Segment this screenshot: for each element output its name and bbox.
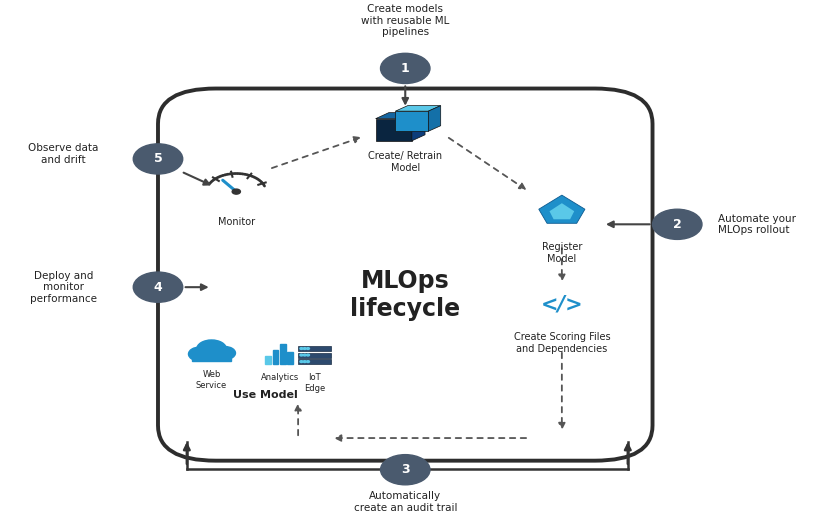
Bar <box>192 353 232 361</box>
Circle shape <box>304 361 306 363</box>
Circle shape <box>380 53 430 84</box>
Text: Create models
with reusable ML
pipelines: Create models with reusable ML pipelines <box>361 4 449 37</box>
Text: Web
Service: Web Service <box>196 370 227 390</box>
Text: </>: </> <box>541 295 583 315</box>
Circle shape <box>653 209 702 239</box>
Bar <box>280 344 286 364</box>
Polygon shape <box>375 119 412 141</box>
Text: Use Model: Use Model <box>232 390 298 400</box>
Circle shape <box>133 144 183 174</box>
Text: Analytics: Analytics <box>261 373 299 382</box>
Text: 3: 3 <box>401 463 409 476</box>
FancyBboxPatch shape <box>298 352 331 358</box>
Bar <box>288 352 293 364</box>
Text: 4: 4 <box>154 281 162 294</box>
Polygon shape <box>375 112 425 119</box>
Circle shape <box>300 361 303 363</box>
Polygon shape <box>395 111 428 131</box>
Circle shape <box>189 347 212 361</box>
Circle shape <box>300 354 303 356</box>
Text: 2: 2 <box>673 218 681 231</box>
Circle shape <box>307 361 309 363</box>
Circle shape <box>197 340 227 358</box>
Text: Monitor: Monitor <box>218 217 255 227</box>
FancyBboxPatch shape <box>298 346 331 351</box>
Circle shape <box>214 347 236 360</box>
FancyBboxPatch shape <box>158 89 653 461</box>
Polygon shape <box>428 106 441 131</box>
Text: MLOps
lifecycle: MLOps lifecycle <box>350 269 461 320</box>
Circle shape <box>232 189 241 194</box>
Circle shape <box>304 354 306 356</box>
Text: Create/ Retrain
Model: Create/ Retrain Model <box>368 151 442 173</box>
Text: Automate your
MLOps rollout: Automate your MLOps rollout <box>719 214 796 235</box>
Circle shape <box>300 348 303 349</box>
Circle shape <box>380 455 430 485</box>
Text: Register
Model: Register Model <box>542 242 582 264</box>
Text: Create Scoring Files
and Dependencies: Create Scoring Files and Dependencies <box>514 332 610 354</box>
Polygon shape <box>549 203 574 219</box>
Polygon shape <box>395 106 441 111</box>
Text: Deploy and
monitor
performance: Deploy and monitor performance <box>30 270 97 304</box>
Text: 5: 5 <box>154 152 162 166</box>
Circle shape <box>133 272 183 302</box>
Polygon shape <box>538 195 585 223</box>
Text: Automatically
create an audit trail: Automatically create an audit trail <box>353 491 457 513</box>
Text: IoT
Edge: IoT Edge <box>304 373 325 393</box>
Polygon shape <box>412 112 425 141</box>
Bar <box>265 356 271 364</box>
Text: Observe data
and drift: Observe data and drift <box>28 143 98 165</box>
Text: 1: 1 <box>401 62 409 75</box>
Circle shape <box>304 348 306 349</box>
Circle shape <box>307 348 309 349</box>
Circle shape <box>307 354 309 356</box>
FancyBboxPatch shape <box>298 359 331 364</box>
Bar <box>273 350 279 364</box>
